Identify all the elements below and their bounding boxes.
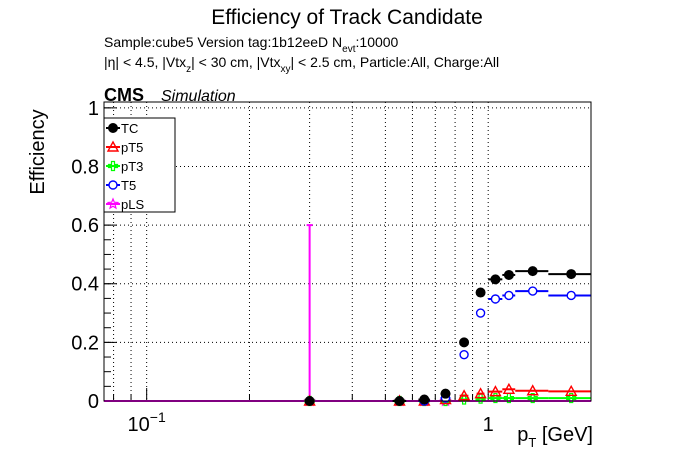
marker-shape — [504, 290, 514, 301]
data-point — [475, 308, 486, 318]
marker-shape — [502, 382, 516, 394]
y-tick-label: 0.6 — [71, 215, 99, 237]
marker-shape — [526, 384, 539, 396]
marker-shape — [490, 294, 501, 304]
data-point — [503, 392, 515, 404]
data-point — [504, 290, 514, 301]
legend-label-pT3: pT3 — [121, 159, 143, 174]
marker-shape — [527, 392, 538, 404]
marker-shape — [108, 123, 118, 133]
marker-shape — [565, 384, 578, 397]
legend-label-pLS: pLS — [121, 197, 144, 212]
y-tick-label: 0.2 — [71, 332, 99, 354]
marker-shape — [475, 287, 486, 298]
legend-marker-pLS — [106, 197, 120, 210]
data-point — [457, 389, 471, 401]
marker-shape — [106, 140, 120, 152]
plot-frame — [103, 101, 592, 402]
data-point — [566, 269, 577, 280]
marker-shape — [528, 286, 538, 296]
legend-marker-TC — [108, 123, 118, 133]
legend-label-pT5: pT5 — [121, 140, 143, 155]
subtitle-cuts: |η| < 4.5, |Vtxz| < 30 cm, |Vtxxy| < 2.5… — [104, 54, 499, 75]
marker-shape — [474, 387, 487, 399]
y-tick-label: 0.8 — [71, 156, 99, 178]
marker-shape — [419, 394, 430, 405]
data-point — [490, 294, 501, 304]
y-tick-label: 0.4 — [71, 274, 99, 296]
data-point — [565, 384, 578, 397]
marker-shape — [527, 266, 538, 277]
marker-shape — [566, 290, 576, 301]
legend-marker-T5 — [108, 180, 118, 190]
cms-label: CMS — [104, 85, 144, 105]
data-point — [527, 392, 538, 404]
data-point — [526, 384, 539, 396]
marker-shape — [459, 349, 469, 360]
data-point — [440, 388, 451, 399]
marker-shape — [475, 308, 486, 318]
data-point — [490, 392, 501, 404]
y-axis-label: Efficiency — [27, 109, 49, 194]
data-point — [489, 385, 502, 397]
data-point — [566, 290, 576, 301]
data-point — [474, 387, 487, 399]
data-point — [490, 274, 501, 285]
chart-title: Efficiency of Track Candidate — [211, 6, 483, 29]
legend-label-T5: T5 — [121, 178, 136, 193]
data-point — [503, 269, 514, 280]
marker-shape — [459, 337, 470, 348]
marker-shape — [503, 269, 514, 280]
data-point — [566, 392, 577, 404]
x-tick-label: 10−1 — [128, 409, 166, 436]
marker-shape — [440, 388, 451, 399]
x-axis-label: pT [GeV] — [517, 424, 593, 450]
subtitle-sample: Sample:cube5 Version tag:1b12eeD Nevt:10… — [104, 34, 399, 55]
y-tick-label: 0 — [88, 391, 99, 413]
marker-shape — [490, 274, 501, 285]
x-tick-label: 1 — [483, 414, 494, 436]
data-point — [475, 287, 486, 298]
marker-shape — [107, 160, 119, 172]
data-point — [502, 382, 516, 394]
simulation-label: Simulation — [161, 88, 236, 105]
data-point — [459, 349, 469, 360]
marker-shape — [489, 385, 502, 397]
legend-marker-pT3 — [107, 160, 119, 172]
marker-shape — [490, 392, 501, 404]
marker-shape — [457, 389, 471, 401]
marker-shape — [503, 392, 515, 404]
marker-shape — [108, 180, 118, 190]
marker-shape — [566, 269, 577, 280]
data-point — [528, 286, 538, 296]
legend-marker-pT5 — [106, 140, 120, 152]
marker-shape — [106, 197, 120, 210]
data-point — [459, 337, 470, 348]
legend-label-TC: TC — [121, 121, 138, 136]
y-tick-label: 1 — [88, 98, 99, 120]
data-point — [419, 394, 430, 405]
legend: TC pT5 pT3 T5 pLS — [103, 117, 176, 213]
data-point — [527, 266, 538, 277]
marker-shape — [566, 392, 577, 404]
